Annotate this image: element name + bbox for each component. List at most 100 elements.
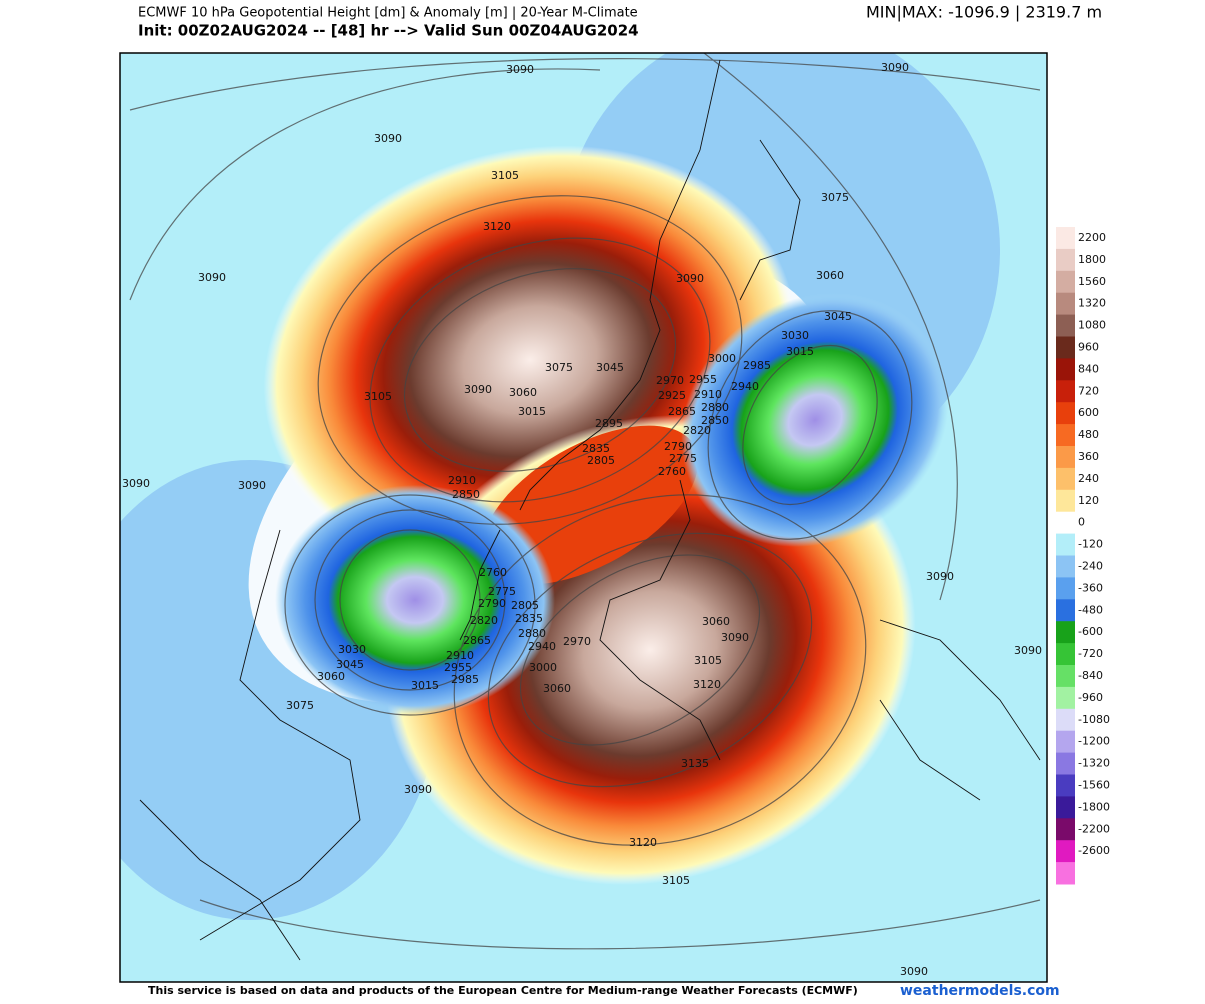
contour-label: 3060: [543, 682, 571, 695]
colorbar-tick-label: -1080: [1078, 713, 1110, 726]
contour-label: 2865: [463, 634, 491, 647]
colorbar-swatch: [1056, 467, 1075, 491]
contour-label: 3090: [881, 61, 909, 74]
contour-label: 3015: [411, 679, 439, 692]
contour-label: 3135: [681, 757, 709, 770]
contour-label: 3000: [708, 352, 736, 365]
site-link[interactable]: weathermodels.com: [900, 983, 1060, 999]
contour-label: 2970: [656, 374, 684, 387]
contour-label: 2880: [518, 627, 546, 640]
contour-label: 2910: [694, 388, 722, 401]
contour-label: 2865: [668, 405, 696, 418]
colorbar-tick-label: 480: [1078, 428, 1099, 441]
map-frame: [119, 52, 1048, 983]
contour-label: 3060: [317, 670, 345, 683]
contour-label: 3090: [1014, 644, 1042, 657]
contour-label: 3060: [509, 386, 537, 399]
colorbar-tick-label: -840: [1078, 669, 1103, 682]
contour-label: 3105: [364, 390, 392, 403]
anomaly-area: [681, 293, 949, 547]
colorbar-tick-label: 720: [1078, 384, 1099, 397]
contour-label: 3075: [286, 699, 314, 712]
colorbar-tick-label: 1080: [1078, 319, 1106, 332]
colorbar-tick-label: 2200: [1078, 231, 1106, 244]
colorbar-tick-label: 1560: [1078, 275, 1106, 288]
contour-label: 2940: [731, 380, 759, 393]
contour-label: 3000: [529, 661, 557, 674]
contour-label: 3090: [464, 383, 492, 396]
colorbar-swatch: [1056, 862, 1075, 885]
title: ECMWF 10 hPa Geopotential Height [dm] & …: [138, 6, 638, 21]
colorbar-tick-label: -1800: [1078, 800, 1110, 813]
colorbar-tick-label: 360: [1078, 450, 1099, 463]
colorbar-tick-label: -240: [1078, 560, 1103, 573]
contour-label: 3090: [676, 272, 704, 285]
contour-label: 2805: [511, 599, 539, 612]
contour-label: 2805: [587, 454, 615, 467]
contour-label: 3120: [483, 220, 511, 233]
colorbar-swatch: [1056, 774, 1075, 797]
contour-label: 3015: [518, 405, 546, 418]
contours: [129, 53, 1041, 950]
colorbar-tick-label: -1560: [1078, 779, 1110, 792]
colorbar-swatch: [1056, 424, 1075, 447]
contour-labels: 3090 3090 3090 3105 3075 3120 3090 3060 3090 3045…: [122, 61, 1042, 978]
colorbar-swatch: [1056, 336, 1075, 359]
contour-label: 3075: [821, 191, 849, 204]
colorbar-tick-label: -600: [1078, 625, 1103, 638]
contour-label: 3090: [122, 477, 150, 490]
contour-label: 3030: [781, 329, 809, 342]
contour-label: 2760: [479, 566, 507, 579]
contour-label: 3090: [238, 479, 266, 492]
colorbar-tick-label: -120: [1078, 538, 1103, 551]
colorbar-tick-label: 240: [1078, 472, 1099, 485]
colorbar-swatch: [1056, 686, 1075, 710]
contour-label: 2940: [528, 640, 556, 653]
contour-label: 2985: [451, 673, 479, 686]
colorbar-tick-label: -720: [1078, 647, 1103, 660]
contour-label: 2820: [683, 424, 711, 437]
colorbar-swatch: [1056, 577, 1075, 600]
contour-label: 2820: [470, 614, 498, 627]
map: 3090 3090 3090 3105 3075 3120 3090 3060 3090 3045…: [119, 52, 1048, 983]
contour-label: 2850: [701, 414, 729, 427]
contour-label: 2925: [658, 389, 686, 402]
header: ECMWF 10 hPa Geopotential Height [dm] & …: [138, 3, 1102, 40]
colorbar-tick-label: -1320: [1078, 757, 1110, 770]
contour-label: 3090: [506, 63, 534, 76]
colorbar-swatch: [1056, 796, 1075, 819]
contour-label: 3030: [338, 643, 366, 656]
contour-label: 3090: [721, 631, 749, 644]
colorbar-tick-label: -2600: [1078, 844, 1110, 857]
contour-label: 3090: [198, 271, 226, 284]
colorbar-swatch: [1056, 380, 1075, 403]
colorbar-tick-label: -2200: [1078, 822, 1110, 835]
colorbar-tick-label: 0: [1078, 516, 1085, 529]
anomaly-area: [275, 485, 555, 715]
colorbar-tick-label: 840: [1078, 362, 1099, 375]
contour-label: 2790: [478, 597, 506, 610]
contour-label: 2775: [669, 452, 697, 465]
colorbar-swatch: [1056, 533, 1075, 556]
colorbar-swatch: [1056, 248, 1075, 272]
colorbar-swatch: [1056, 730, 1075, 754]
contour-label: 3105: [491, 169, 519, 182]
min-max: MIN|MAX: -1096.9 | 2319.7 m: [866, 3, 1102, 22]
colorbar-swatch: [1056, 292, 1075, 316]
colorbar-tick-label: 1800: [1078, 253, 1106, 266]
contour-label: 3045: [336, 658, 364, 671]
colorbar-swatch: [1056, 643, 1075, 666]
footer: This service is based on data and produc…: [148, 983, 1060, 999]
contour-label: 3045: [824, 310, 852, 323]
contour-label: 2970: [563, 635, 591, 648]
contour-label: 2955: [689, 373, 717, 386]
credit: This service is based on data and produc…: [148, 984, 858, 997]
contour-label: 3015: [786, 345, 814, 358]
colorbar-swatch: [1056, 402, 1075, 425]
colorbar: 2200 1800 1560 1320 1080 960 840 720 600 480 360 24…: [1056, 227, 1110, 885]
colorbar-tick-label: -480: [1078, 603, 1103, 616]
contour-label: 3105: [662, 874, 690, 887]
contour-label: 3060: [816, 269, 844, 282]
colorbar-swatch: [1056, 752, 1075, 775]
